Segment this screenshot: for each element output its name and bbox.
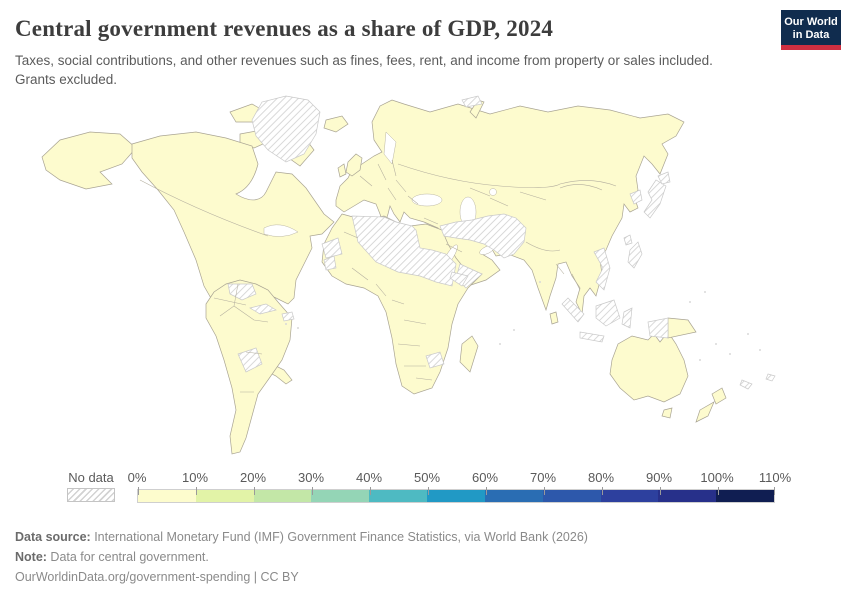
great-lakes	[263, 224, 299, 237]
country-borders	[139, 159, 617, 393]
small-island-dots	[285, 281, 761, 361]
legend-tick-label: 80%	[587, 470, 615, 485]
legend-tick-label: 30%	[297, 470, 325, 485]
world-map[interactable]	[0, 92, 850, 460]
legend-tick-label: 10%	[181, 470, 209, 485]
region-sri-lanka[interactable]	[549, 311, 559, 325]
legend-tick-mark	[544, 487, 545, 495]
region-cuba-nodata[interactable]	[249, 303, 277, 315]
legend-bin[interactable]	[253, 490, 312, 502]
region-bolivia-nodata[interactable]	[237, 347, 263, 373]
region-papua-new-guinea[interactable]	[667, 317, 697, 339]
legend-tick-mark	[196, 487, 197, 495]
legend-tick-label: 110%	[758, 470, 792, 485]
region-japan-nodata[interactable]	[643, 171, 671, 219]
region-taiwan-nodata[interactable]	[623, 234, 633, 246]
legend-tick-label: 100%	[700, 470, 734, 485]
legend-bin[interactable]	[311, 490, 370, 502]
region-north-korea-nodata[interactable]	[629, 189, 643, 205]
black-sea	[411, 193, 443, 207]
region-ireland[interactable]	[337, 163, 347, 178]
region-sahara-band-nodata[interactable]	[351, 215, 457, 287]
footer-url-line[interactable]: OurWorldinData.org/government-spending |…	[15, 570, 299, 584]
footer-note-text: Data for central government.	[46, 550, 209, 564]
region-vietnam-laos-nodata[interactable]	[593, 247, 611, 291]
legend-tick-label: 70%	[529, 470, 557, 485]
legend-bin[interactable]	[658, 490, 717, 502]
legend-bin[interactable]	[138, 490, 196, 502]
footer-note-label: Note:	[15, 550, 47, 564]
legend-tick-mark	[660, 487, 661, 495]
region-venezuela-nodata[interactable]	[227, 283, 257, 301]
legend-bin[interactable]	[369, 490, 428, 502]
legend-tick-label: 90%	[645, 470, 673, 485]
region-fiji-nodata[interactable]	[765, 373, 776, 382]
legend-tick-mark	[254, 487, 255, 495]
region-zimbabwe-nodata[interactable]	[425, 351, 445, 369]
legend-nodata-label: No data	[68, 470, 114, 485]
region-tasmania[interactable]	[661, 407, 673, 419]
region-australia[interactable]	[609, 331, 689, 403]
legend-tick-label: 50%	[413, 470, 441, 485]
legend-bin[interactable]	[195, 490, 254, 502]
legend-bin[interactable]	[716, 490, 774, 502]
legend-tick-mark	[312, 487, 313, 495]
legend-tick-mark	[718, 487, 719, 495]
owid-logo-line1: Our World	[784, 16, 838, 28]
region-greenland-nodata[interactable]	[251, 95, 321, 163]
legend-bin[interactable]	[484, 490, 543, 502]
baltic-sea	[383, 131, 397, 165]
region-new-caledonia-nodata[interactable]	[739, 379, 753, 390]
footer-note-line: Note: Data for central government.	[15, 548, 588, 567]
region-indonesia-nodata[interactable]	[561, 297, 669, 343]
legend-bin[interactable]	[427, 490, 485, 502]
region-yemen-nodata[interactable]	[449, 271, 469, 287]
region-hispaniola-nodata[interactable]	[281, 311, 295, 322]
legend-tick-mark	[602, 487, 603, 495]
legend-tick-label: 0%	[127, 470, 147, 485]
legend-tick-mark	[428, 487, 429, 495]
legend-nodata-swatch[interactable]	[67, 488, 115, 502]
region-philippines-nodata[interactable]	[627, 241, 643, 269]
legend-tick-mark	[138, 487, 139, 495]
legend-nodata-group[interactable]: No data	[67, 470, 115, 502]
region-guinea-nodata[interactable]	[323, 255, 337, 271]
legend-tick-labels: 0% 10% 20% 30% 40% 50% 60% 70% 80% 90% 100% 110%	[128, 470, 792, 489]
region-iceland[interactable]	[323, 115, 349, 133]
region-western-sahara-nodata[interactable]	[321, 237, 343, 259]
legend-colorbar[interactable]	[137, 487, 775, 503]
region-madagascar[interactable]	[459, 335, 479, 373]
footer-source-label: Data source:	[15, 530, 91, 544]
region-eurasia[interactable]	[335, 99, 685, 316]
region-alaska[interactable]	[41, 131, 137, 190]
legend-colorbar-group: 0% 10% 20% 30% 40% 50% 60% 70% 80% 90% 100% 110%	[128, 470, 792, 503]
world-map-svg[interactable]	[0, 92, 850, 460]
legend-tick-label: 60%	[471, 470, 499, 485]
footer-source-text: International Monetary Fund (IMF) Govern…	[90, 530, 588, 544]
chart-subtitle: Taxes, social contributions, and other r…	[15, 53, 713, 87]
aral-sea	[489, 188, 497, 196]
owid-logo-line2: in Data	[792, 29, 830, 41]
legend-tick-label: 20%	[239, 470, 267, 485]
legend-tick-label: 40%	[355, 470, 383, 485]
page-title: Central government revenues as a share o…	[15, 16, 554, 41]
region-new-zealand[interactable]	[695, 387, 727, 423]
owid-logo[interactable]: Our World in Data	[781, 10, 841, 50]
legend-tick-mark	[486, 487, 487, 495]
legend-bin[interactable]	[542, 490, 601, 502]
footer-source-line: Data source: International Monetary Fund…	[15, 528, 588, 547]
region-united-kingdom[interactable]	[345, 153, 363, 177]
region-middle-east-nodata[interactable]	[439, 213, 527, 259]
legend-bin[interactable]	[600, 490, 659, 502]
legend-tick-mark	[370, 487, 371, 495]
region-svalbard-nodata[interactable]	[461, 95, 483, 108]
legend-tick-mark	[774, 487, 775, 495]
chart-footer: Data source: International Monetary Fund…	[15, 528, 588, 588]
